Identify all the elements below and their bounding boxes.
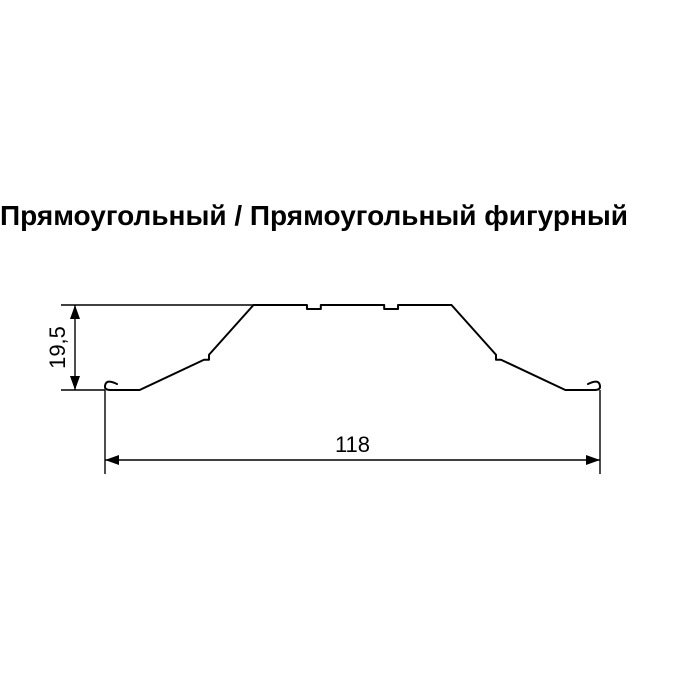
width-value: 118	[335, 432, 370, 457]
canvas: Прямоугольный / Прямоугольный фигурный 1…	[0, 0, 700, 700]
profile-diagram: 118 19,5	[0, 275, 700, 535]
width-arrow-right	[586, 455, 600, 465]
profile-outline	[105, 305, 600, 390]
height-arrow-top	[70, 305, 80, 319]
diagram-title: Прямоугольный / Прямоугольный фигурный	[0, 200, 700, 232]
height-value: 19,5	[45, 326, 70, 369]
height-arrow-bottom	[70, 376, 80, 390]
width-arrow-left	[105, 455, 119, 465]
